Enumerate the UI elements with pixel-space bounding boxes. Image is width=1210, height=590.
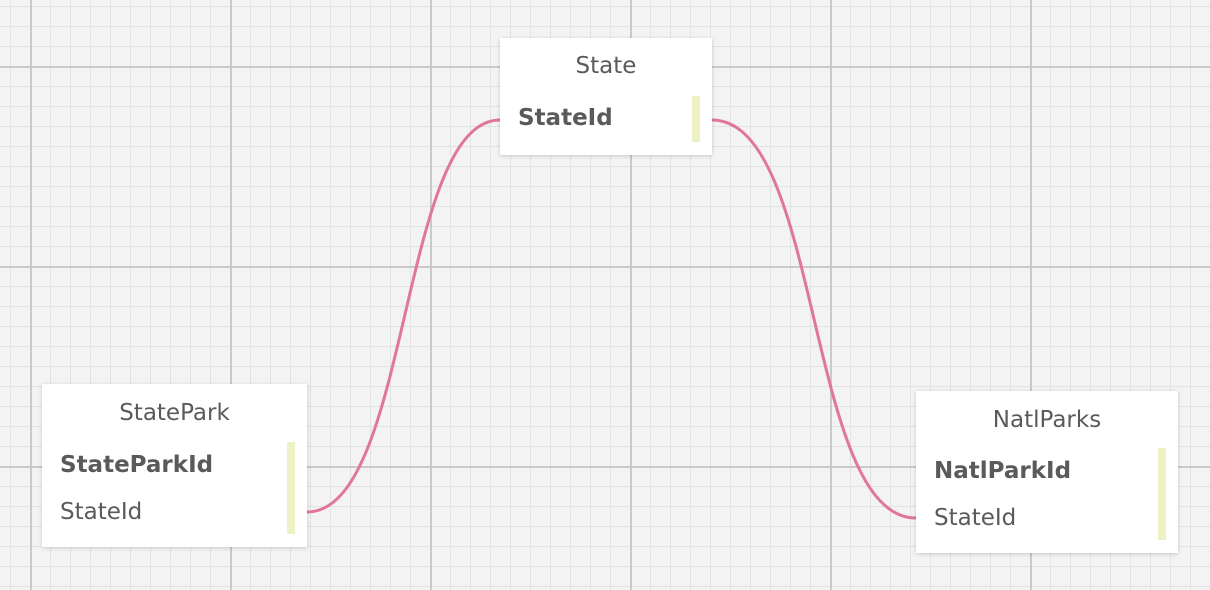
link-statepark-to-state[interactable] (306, 118, 501, 514)
field-indicator (287, 442, 295, 534)
field-stateid-foreign-key[interactable]: StateId (60, 499, 143, 525)
field-natlparkid-primary-key[interactable]: NatlParkId (934, 458, 1072, 484)
table-title: StatePark (119, 400, 230, 426)
table-statepark[interactable]: StatePark StateParkId StateId (42, 384, 307, 547)
link-state-to-natlparks[interactable] (711, 118, 917, 520)
table-title: NatlParks (992, 407, 1102, 433)
field-stateparkid-primary-key[interactable]: StateParkId (60, 452, 214, 478)
field-stateid-foreign-key[interactable]: StateId (934, 505, 1017, 531)
table-state[interactable]: State StateId (500, 38, 712, 155)
field-stateid-primary-key[interactable]: StateId (518, 105, 613, 131)
table-natlparks[interactable]: NatlParks NatlParkId StateId (916, 391, 1178, 553)
field-indicator (1158, 448, 1166, 540)
field-indicator (692, 96, 700, 142)
table-title: State (575, 53, 637, 79)
